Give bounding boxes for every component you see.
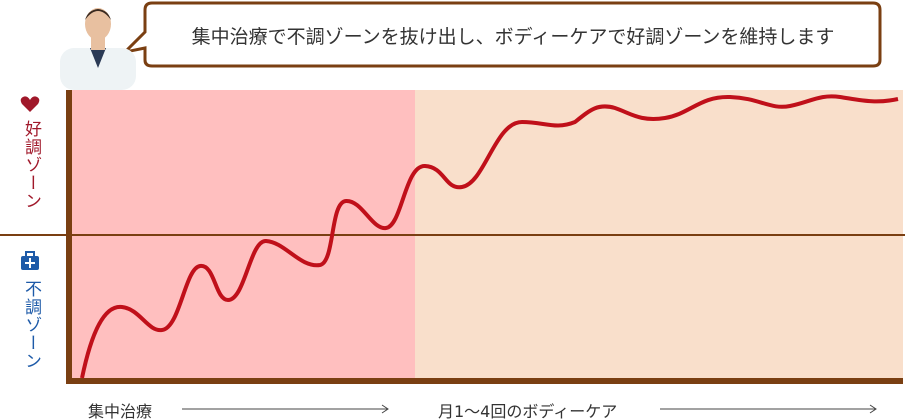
bubble-text: 集中治療で不調ゾーンを抜け出し、ボディーケアで好調ゾーンを維持します bbox=[191, 26, 835, 48]
progress-curve bbox=[80, 94, 899, 379]
arrow bbox=[660, 404, 877, 414]
medical-icon bbox=[21, 251, 39, 270]
bad-zone-label: 不調ゾーン bbox=[21, 280, 41, 370]
person bbox=[60, 8, 136, 90]
phase-label: 月1〜4回のボディーケア bbox=[438, 402, 618, 419]
heart-icon bbox=[20, 96, 40, 112]
speech-bubble bbox=[120, 1, 882, 68]
good-zone-label: 好調ゾーン bbox=[21, 120, 41, 210]
arrow bbox=[182, 404, 389, 414]
phase-label: 集中治療 bbox=[88, 402, 153, 419]
